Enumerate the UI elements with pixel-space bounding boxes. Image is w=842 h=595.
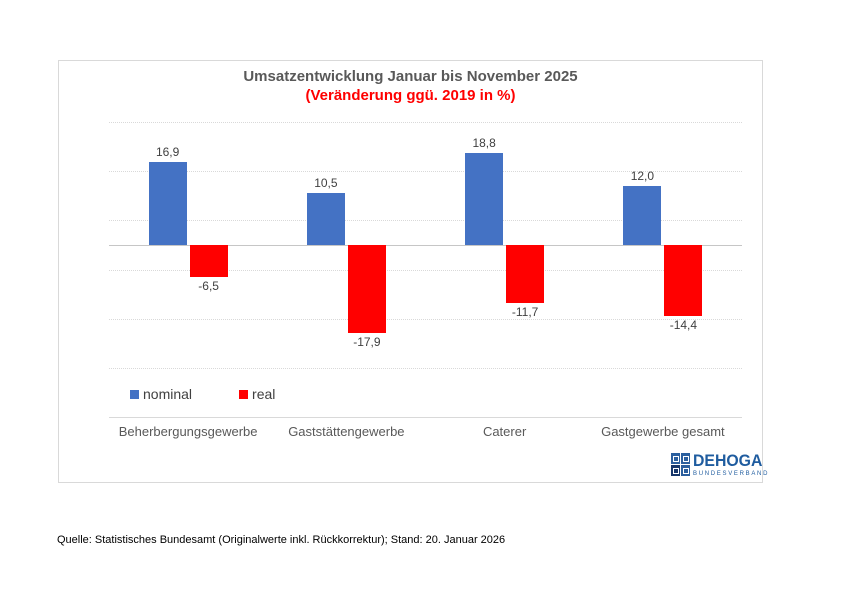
gridline — [109, 368, 742, 369]
dehoga-logo-text: DEHOGA BUNDESVERBAND — [693, 451, 770, 477]
dehoga-logo: DEHOGA BUNDESVERBAND — [671, 451, 770, 477]
logo-tile-icon — [681, 453, 690, 464]
bar-nominal-0 — [148, 161, 187, 245]
dehoga-logo-subtext: BUNDESVERBAND — [693, 471, 770, 477]
zero-axis-line — [109, 245, 742, 246]
gridline — [109, 318, 742, 320]
chart-container: Umsatzentwicklung Januar bis November 20… — [58, 60, 767, 483]
legend-label-nominal: nominal — [143, 386, 193, 402]
gridline — [109, 171, 742, 173]
bar-value-label: 12,0 — [630, 168, 655, 183]
category-label: Beherbergungsgewerbe — [118, 424, 258, 439]
logo-tile-icon — [671, 465, 680, 476]
legend-item-nominal: nominal — [130, 386, 192, 402]
dehoga-logo-name: DEHOGA — [693, 451, 763, 470]
gridline — [109, 269, 742, 271]
bar-value-label: -6,5 — [198, 278, 219, 293]
bar-real-3 — [664, 245, 703, 316]
bar-nominal-1 — [306, 193, 345, 245]
logo-tile-icon — [671, 453, 680, 464]
bar-value-label: -17,9 — [353, 335, 381, 350]
bar-value-label: -11,7 — [511, 304, 539, 319]
category-labels: Beherbergungsgewerbe Gaststättengewerbe Ca… — [109, 424, 742, 439]
bar-value-label: 18,8 — [472, 135, 496, 150]
legend-label-real: real — [252, 386, 276, 402]
bar-value-label: -14,4 — [669, 317, 698, 332]
category-axis-line — [109, 417, 742, 418]
legend-swatch-nominal-icon — [130, 389, 139, 399]
bar-nominal-3 — [623, 185, 662, 245]
bar-real-1 — [347, 245, 386, 334]
bar-real-0 — [189, 245, 228, 277]
dehoga-logo-icon — [671, 453, 690, 476]
legend: nominal real — [130, 386, 275, 402]
bar-value-label: 10,5 — [314, 176, 338, 191]
chart-title: Umsatzentwicklung Januar bis November 20… — [243, 68, 578, 85]
category-label: Caterer — [482, 424, 527, 439]
bar-nominal-2 — [465, 152, 504, 245]
bar-real-2 — [506, 245, 545, 303]
bar-value-label: 16,9 — [155, 144, 180, 159]
gridline — [109, 220, 742, 222]
chart-subtitle: (Veränderung ggü. 2019 in %) — [305, 87, 516, 104]
logo-tile-icon — [681, 465, 690, 476]
category-label: Gaststättengewerbe — [288, 424, 405, 439]
gridline — [109, 122, 742, 123]
category-label: Gastgewerbe gesamt — [601, 424, 725, 439]
plot-area: 16,9 -6,5 10,5 -17,9 18,8 -11,7 12,0 -14,4 — [109, 122, 742, 369]
source-note: Quelle: Statistisches Bundesamt (Origina… — [57, 534, 506, 546]
legend-item-real: real — [239, 386, 275, 402]
legend-swatch-real-icon — [239, 389, 249, 399]
